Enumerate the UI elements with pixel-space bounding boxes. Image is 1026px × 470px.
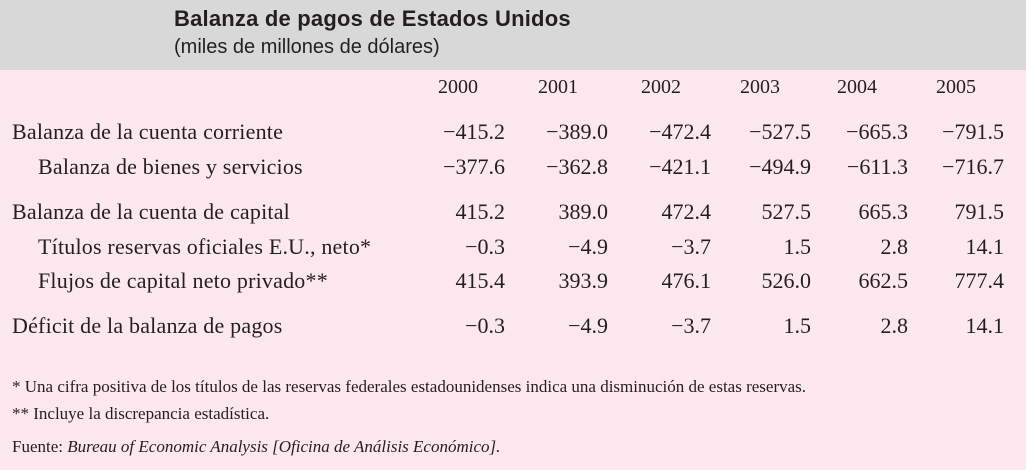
table-title: Balanza de pagos de Estados Unidos xyxy=(174,6,571,31)
row-value: 415.4 xyxy=(455,268,506,293)
row-value: 1.5 xyxy=(783,234,812,259)
table-header-band: Balanza de pagos de Estados Unidos (mile… xyxy=(0,0,1026,70)
table-row: Déficit de la balanza de pagos −0.3 −4.9… xyxy=(0,313,1026,343)
row-value: −389.0 xyxy=(546,119,608,144)
row-label: Déficit de la balanza de pagos xyxy=(12,313,283,338)
row-value: −611.3 xyxy=(846,154,908,179)
row-value: −4.9 xyxy=(568,234,608,259)
source-text: Bureau of Economic Analysis [Oficina de … xyxy=(67,437,501,456)
row-value: −0.3 xyxy=(465,234,505,259)
row-value: 14.1 xyxy=(965,234,1005,259)
row-value: 662.5 xyxy=(858,268,909,293)
row-value: 476.1 xyxy=(661,268,712,293)
row-value: 472.4 xyxy=(661,199,712,224)
row-value: 527.5 xyxy=(761,199,812,224)
row-value: −665.3 xyxy=(846,119,908,144)
row-label: Balanza de bienes y servicios xyxy=(38,154,303,179)
row-value: 389.0 xyxy=(558,199,609,224)
row-value: 393.9 xyxy=(558,268,609,293)
year-header: 2004 xyxy=(837,76,877,98)
row-value: 14.1 xyxy=(965,313,1005,338)
row-label: Balanza de la cuenta de capital xyxy=(12,199,290,224)
row-value: −472.4 xyxy=(649,119,711,144)
year-header: 2000 xyxy=(438,76,478,98)
year-header: 2003 xyxy=(740,76,780,98)
row-value: −494.9 xyxy=(749,154,811,179)
row-value: −716.7 xyxy=(942,154,1004,179)
table-row: Balanza de la cuenta corriente −415.2 −3… xyxy=(0,119,1026,149)
footnote-discrepancy: ** Incluye la discrepancia estadística. xyxy=(12,404,270,423)
table-row: Flujos de capital neto privado** 415.4 3… xyxy=(0,268,1026,298)
row-value: 526.0 xyxy=(761,268,812,293)
table-row: Balanza de la cuenta de capital 415.2 38… xyxy=(0,199,1026,229)
row-value: −4.9 xyxy=(568,313,608,338)
table-row: Balanza de bienes y servicios −377.6 −36… xyxy=(0,154,1026,184)
row-label: Títulos reservas oficiales E.U., neto* xyxy=(38,234,372,259)
row-label: Flujos de capital neto privado** xyxy=(38,268,328,293)
row-value: 415.2 xyxy=(455,199,506,224)
row-value: −415.2 xyxy=(443,119,505,144)
row-value: −0.3 xyxy=(465,313,505,338)
row-value: 791.5 xyxy=(954,199,1005,224)
year-header: 2005 xyxy=(936,76,976,98)
row-value: −3.7 xyxy=(671,234,711,259)
source-note: Fuente: Bureau of Economic Analysis [Ofi… xyxy=(12,437,500,457)
footnote-reserves: * Una cifra positiva de los títulos de l… xyxy=(12,377,807,396)
row-value: −421.1 xyxy=(649,154,711,179)
table-subtitle: (miles de millones de dólares) xyxy=(174,36,440,58)
source-prefix: Fuente: xyxy=(12,437,68,456)
year-header: 2001 xyxy=(538,76,578,98)
row-value: 777.4 xyxy=(954,268,1005,293)
row-label: Balanza de la cuenta corriente xyxy=(12,119,284,144)
row-value: −362.8 xyxy=(546,154,608,179)
table-row: Títulos reservas oficiales E.U., neto* −… xyxy=(0,234,1026,264)
row-value: 1.5 xyxy=(783,313,812,338)
row-value: 2.8 xyxy=(880,234,909,259)
row-value: −527.5 xyxy=(749,119,811,144)
row-value: 2.8 xyxy=(880,313,909,338)
year-header: 2002 xyxy=(641,76,681,98)
row-value: −3.7 xyxy=(671,313,711,338)
row-value: 665.3 xyxy=(858,199,909,224)
row-value: −377.6 xyxy=(443,154,505,179)
row-value: −791.5 xyxy=(942,119,1004,144)
